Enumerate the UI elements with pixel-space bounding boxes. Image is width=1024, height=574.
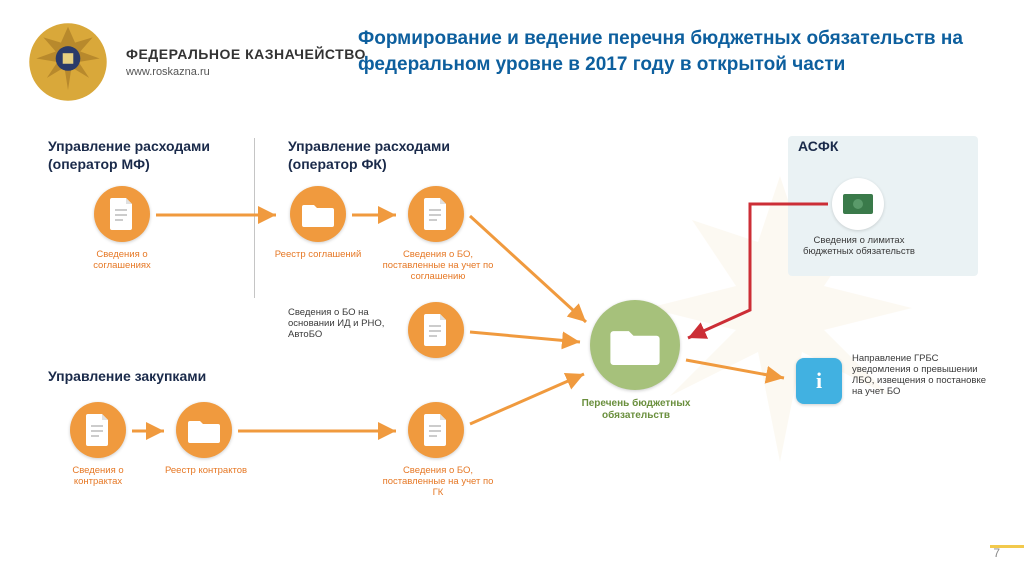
arrow-icon [684, 354, 792, 384]
arrow-icon [468, 320, 588, 350]
arrow-icon [236, 422, 404, 440]
bo-agreement-node [408, 186, 464, 242]
arrow-icon [468, 370, 592, 430]
contracts-registry-node [176, 402, 232, 458]
arrow-icon [680, 200, 830, 346]
contracts-info-node [70, 402, 126, 458]
arrow-icon [154, 206, 284, 224]
agreements-info-node [94, 186, 150, 242]
document-icon [94, 186, 150, 242]
info-icon: i [796, 358, 842, 404]
section-fk-label: Управление расходами (оператор ФК) [288, 138, 488, 173]
lbo-limits-node [832, 178, 884, 230]
arrow-icon [350, 206, 404, 224]
document-icon [70, 402, 126, 458]
folder-icon [590, 300, 680, 390]
grbs-notice-node: i [796, 358, 842, 404]
arrow-icon [130, 422, 172, 440]
bo-id-rno-node [408, 302, 464, 358]
slide-title: Формирование и ведение перечня бюджетных… [358, 26, 988, 77]
section-asfk-label: АСФК [798, 138, 838, 156]
money-icon [832, 178, 884, 230]
emblem-icon [24, 18, 112, 106]
arrow-icon [468, 210, 594, 330]
contracts-registry-label: Реестр контрактов [158, 466, 254, 477]
folder-icon [290, 186, 346, 242]
agreements-registry-label: Реестр соглашений [270, 250, 366, 261]
section-mf-label: Управление расходами (оператор МФ) [48, 138, 238, 173]
document-icon [408, 402, 464, 458]
bo-id-rno-label: Сведения о БО на основании ИД и РНО, Авт… [288, 308, 398, 341]
folder-icon [176, 402, 232, 458]
bo-list-node [590, 300, 680, 390]
agreements-info-label: Сведения о соглашениях [72, 250, 172, 272]
bo-gk-label: Сведения о БО, поставленные на учет по Г… [382, 466, 494, 499]
page-number: 7 [993, 546, 1000, 560]
org-name: ФЕДЕРАЛЬНОЕ КАЗНАЧЕЙСТВО [126, 46, 366, 62]
document-icon [408, 186, 464, 242]
bo-gk-node [408, 402, 464, 458]
bo-list-label: Перечень бюджетных обязательств [578, 398, 694, 422]
document-icon [408, 302, 464, 358]
slide-header: ФЕДЕРАЛЬНОЕ КАЗНАЧЕЙСТВО www.roskazna.ru [24, 18, 366, 106]
org-url: www.roskazna.ru [126, 66, 366, 78]
contracts-info-label: Сведения о контрактах [50, 466, 146, 488]
agreements-registry-node [290, 186, 346, 242]
section-zakupki-label: Управление закупками [48, 368, 248, 386]
grbs-notice-label: Направление ГРБС уведомления о превышени… [852, 354, 992, 398]
